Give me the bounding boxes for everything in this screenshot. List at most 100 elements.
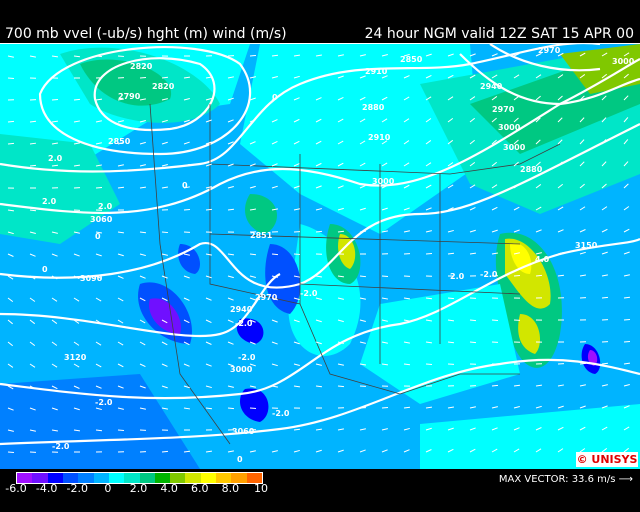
wind-vector [403, 319, 410, 322]
contour-label: 2850 [108, 137, 131, 146]
wind-vector [557, 229, 564, 233]
wind-vector [425, 297, 433, 300]
wind-vector [601, 183, 607, 189]
wind-vector [29, 429, 36, 432]
wind-vector [315, 140, 322, 145]
wind-vector [227, 253, 235, 256]
wind-vector [205, 76, 212, 79]
wind-vector [139, 319, 146, 324]
wind-vector [447, 448, 454, 453]
wind-vector [513, 184, 520, 189]
wind-vector [139, 385, 146, 389]
wind-vector [447, 53, 454, 57]
wind-vector [51, 429, 58, 432]
wind-vector [425, 449, 432, 453]
wind-vector [271, 450, 278, 453]
wind-vector [337, 319, 344, 323]
wind-vector [293, 163, 300, 167]
wind-vector [403, 162, 410, 167]
wind-vector [557, 405, 564, 409]
wind-vector [7, 363, 14, 368]
wind-vector [73, 385, 80, 389]
wind-vector [161, 98, 168, 101]
wind-vector [73, 319, 80, 324]
wind-vector [51, 385, 58, 390]
wind-vector [7, 297, 14, 303]
wind-vector [249, 76, 256, 79]
wind-vector [271, 253, 279, 256]
wind-vector [7, 209, 15, 212]
wind-vector [337, 75, 344, 79]
wind-vector [227, 97, 234, 101]
wind-vector [337, 363, 344, 366]
wind-vector [117, 275, 124, 279]
wind-vector [205, 341, 212, 345]
wind-vector [29, 55, 36, 58]
wind-vector [447, 74, 454, 79]
wind-vector [73, 363, 80, 368]
wind-vector [315, 162, 322, 167]
contour-label: -2.0 [235, 319, 253, 328]
contour-label: 2910 [365, 67, 388, 76]
wind-vector [183, 297, 190, 301]
wind-vector [29, 385, 36, 390]
wind-vector [51, 407, 58, 411]
wind-vector [447, 96, 454, 101]
wind-vector [381, 449, 388, 453]
wind-vector [315, 363, 322, 366]
unisys-logo: © UNISYS [576, 452, 638, 467]
color-scale-label: -2.0 [66, 482, 88, 495]
wind-vector [601, 52, 608, 57]
wind-vector [557, 95, 563, 101]
wind-vector [359, 96, 366, 101]
wind-vector [161, 141, 168, 145]
wind-vector [73, 429, 81, 432]
contour-label: 3000 [503, 143, 526, 152]
wind-vector [623, 228, 630, 233]
contour-label: 3060 [232, 427, 255, 436]
wind-vector [425, 363, 433, 366]
wind-vector [557, 384, 564, 387]
wind-vector [183, 119, 190, 123]
wind-vector [579, 448, 586, 453]
contour-label: 3150 [575, 241, 598, 250]
wind-vector [337, 185, 344, 189]
wind-vector [469, 448, 476, 453]
wind-vector [381, 275, 389, 278]
wind-vector [161, 385, 168, 389]
wind-vector [139, 186, 147, 189]
wind-vector [337, 96, 344, 101]
wind-vector [359, 363, 366, 366]
wind-vector [601, 405, 608, 409]
wind-vector [535, 427, 542, 431]
wind-vector [271, 141, 278, 145]
wind-vector [491, 74, 498, 79]
color-scale-label: 6.0 [191, 482, 209, 495]
wind-vector [73, 275, 80, 280]
wind-vector [403, 230, 410, 233]
wind-vector [513, 448, 520, 453]
wind-vector [491, 117, 497, 123]
wind-vector [73, 98, 81, 101]
wind-vector [359, 140, 366, 145]
wind-vector [205, 297, 212, 301]
wind-vector [337, 207, 344, 211]
wind-vector [183, 76, 191, 79]
wind-vector [183, 407, 191, 410]
wind-vector [535, 229, 542, 233]
wind-vector [447, 319, 455, 322]
wind-vector [579, 274, 587, 277]
wind-vector [579, 362, 587, 365]
wind-vector [161, 363, 168, 367]
wind-vector [337, 140, 344, 145]
vertical-velocity-map: 2820 2790 2820 2850 2910 2880 2910 2940 … [0, 43, 640, 469]
wind-vector [51, 231, 58, 234]
color-scale-cell [154, 473, 171, 483]
wind-vector [205, 275, 212, 279]
wind-vector [425, 207, 432, 211]
wind-vector [469, 427, 476, 431]
wind-vector [293, 385, 301, 388]
contour-label: 3000 [372, 177, 395, 186]
wind-vector [535, 95, 541, 101]
wind-vector [623, 251, 630, 255]
